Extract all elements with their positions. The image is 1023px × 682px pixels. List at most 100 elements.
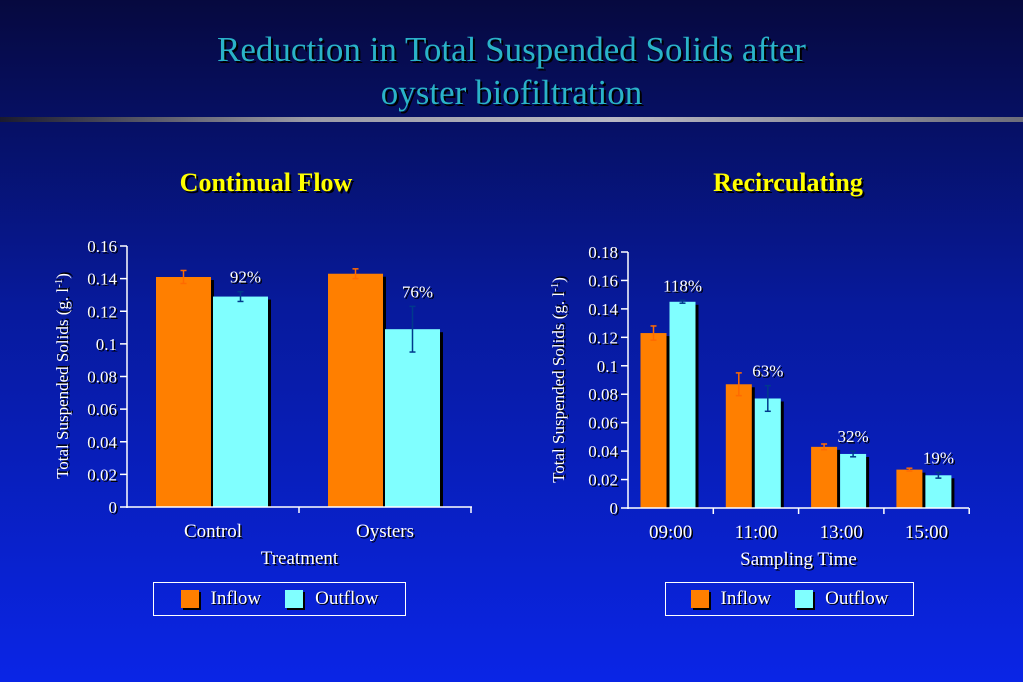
y-tick-label-shadow: 0.04 (89, 434, 119, 453)
slide-title-line1: Reduction in Total Suspended Solids afte… (217, 30, 806, 69)
percent-label: 19% (923, 448, 954, 467)
chart-1: Total Suspended Solids (g. l-1)Total Sus… (549, 251, 970, 514)
y-tick-label-shadow: 0.1 (97, 336, 118, 355)
x-tick-label: 09:00 (649, 522, 692, 543)
y-tick-label-shadow: 0.14 (89, 271, 119, 290)
y-tick-label: 0.12 (588, 328, 618, 347)
y-axis-title-text: Total Suspended Solids (g. l-1) (549, 277, 568, 483)
y-tick-label-shadow: 0.12 (590, 330, 620, 349)
y-axis-title-shadow: Total Suspended Solids (g. l-1) (55, 272, 74, 478)
legend-continual-flow: Inflow Outflow (153, 582, 406, 616)
x-tick-label-shadow: 09:00 (651, 524, 694, 545)
y-tick-label-shadow: 0.14 (590, 301, 620, 320)
x-axis-title: Treatment (261, 548, 339, 569)
x-tick-label: Control (184, 521, 242, 542)
outflow-bar-Oysters (385, 329, 440, 507)
y-axis-title-group: Total Suspended Solids (g. l-1)Total Sus… (53, 272, 74, 479)
y-tick-label-shadow: 0.12 (89, 304, 119, 323)
y-tick-label-shadow: 0 (611, 501, 620, 520)
inflow-swatch (180, 590, 199, 608)
inflow-bar-09:00 (640, 333, 667, 508)
legend-item-outflow: Outflow (795, 588, 888, 610)
inflow-swatch (690, 590, 709, 608)
percent-label-shadow: 63% (754, 363, 785, 382)
percent-label-shadow: 92% (231, 269, 262, 288)
y-tick-label: 0.14 (87, 270, 117, 289)
y-tick-label-shadow: 0.16 (89, 239, 119, 258)
legend-item-inflow: Inflow (690, 588, 771, 610)
inflow-bar-13:00 (811, 446, 838, 508)
percent-label-shadow: 76% (403, 284, 434, 303)
y-tick-label: 0.08 (588, 385, 618, 404)
y-tick-label: 0.06 (588, 414, 618, 433)
percent-label-shadow: 19% (924, 450, 955, 469)
y-tick-label: 0.16 (87, 237, 117, 256)
y-tick-label: 0.02 (87, 465, 117, 484)
y-tick-label: 0 (610, 499, 619, 518)
y-tick-label: 0.18 (588, 243, 618, 262)
legend-label-outflow: Outflow (825, 588, 889, 609)
y-tick-label-shadow: 0.06 (590, 415, 620, 434)
percent-label-shadow: 32% (839, 429, 870, 448)
y-tick-label-shadow: 0.16 (590, 273, 620, 292)
y-tick-label-shadow: 0.02 (89, 467, 119, 486)
y-tick-label: 0.1 (96, 335, 117, 354)
outflow-bar-13:00 (840, 453, 867, 508)
y-tick-label: 0.08 (87, 368, 117, 387)
y-tick-label: 0 (109, 498, 118, 517)
x-axis-title: Sampling Time (740, 549, 857, 570)
panel-title-recirculating: Recirculating (713, 168, 863, 197)
x-tick-label: Oysters (356, 521, 414, 542)
y-axis-title-group: Total Suspended Solids (g. l-1)Total Sus… (549, 276, 570, 483)
x-axis-title-shadow: Treatment (262, 550, 340, 571)
y-tick-label-shadow: 0.18 (590, 245, 620, 264)
slide-title-line2: oyster biofiltration (380, 73, 643, 112)
x-tick-label-shadow: Control (185, 523, 243, 544)
outflow-bar-11:00 (754, 398, 781, 508)
x-tick-label-shadow: 11:00 (736, 524, 779, 545)
y-tick-label: 0.06 (87, 400, 117, 419)
y-tick-label-shadow: 0.08 (590, 387, 620, 406)
x-tick-label-shadow: Oysters (357, 523, 415, 544)
y-tick-label: 0.1 (597, 357, 618, 376)
percent-label-shadow: 118% (664, 278, 703, 297)
panel-title-continual-flow: Continual Flow (179, 168, 353, 197)
x-tick-label: 15:00 (905, 522, 948, 543)
inflow-bar-15:00 (896, 469, 923, 508)
outflow-bar-15:00 (925, 475, 952, 508)
inflow-bar-Control (156, 276, 211, 507)
y-tick-label: 0.04 (588, 442, 618, 461)
legend-label-outflow: Outflow (315, 588, 379, 609)
percent-label: 76% (402, 282, 433, 301)
y-tick-label: 0.14 (588, 300, 618, 319)
percent-label: 32% (838, 427, 869, 446)
x-axis-title-shadow: Sampling Time (742, 551, 859, 572)
legend-recirculating: Inflow Outflow (665, 582, 914, 616)
slide-title: Reduction in Total Suspended Solids afte… (0, 28, 1023, 114)
x-tick-label: 13:00 (820, 522, 863, 543)
outflow-bar-Control (213, 296, 268, 507)
inflow-bar-Oysters (328, 273, 383, 507)
y-axis-title-shadow: Total Suspended Solids (g. l-1) (551, 276, 570, 482)
y-axis-title-text: Total Suspended Solids (g. l-1) (53, 273, 72, 479)
outflow-swatch (285, 590, 304, 608)
outflow-bar-09:00 (669, 301, 696, 508)
title-divider (0, 117, 1023, 122)
inflow-bar-11:00 (725, 384, 752, 508)
x-tick-label-shadow: 15:00 (906, 524, 949, 545)
y-tick-label: 0.12 (87, 302, 117, 321)
y-tick-label: 0.16 (588, 271, 618, 290)
y-tick-label-shadow: 0 (110, 500, 119, 519)
y-tick-label: 0.04 (87, 433, 117, 452)
y-tick-label-shadow: 0.04 (590, 444, 620, 463)
y-tick-label-shadow: 0.1 (598, 358, 619, 377)
x-tick-label-shadow: 13:00 (821, 524, 864, 545)
y-tick-label-shadow: 0.06 (89, 402, 119, 421)
legend-item-outflow: Outflow (285, 588, 378, 610)
legend-item-inflow: Inflow (180, 588, 262, 610)
legend-label-inflow: Inflow (210, 588, 262, 609)
percent-label: 118% (663, 276, 702, 295)
y-tick-label-shadow: 0.08 (89, 369, 119, 388)
y-tick-label: 0.02 (588, 471, 618, 490)
